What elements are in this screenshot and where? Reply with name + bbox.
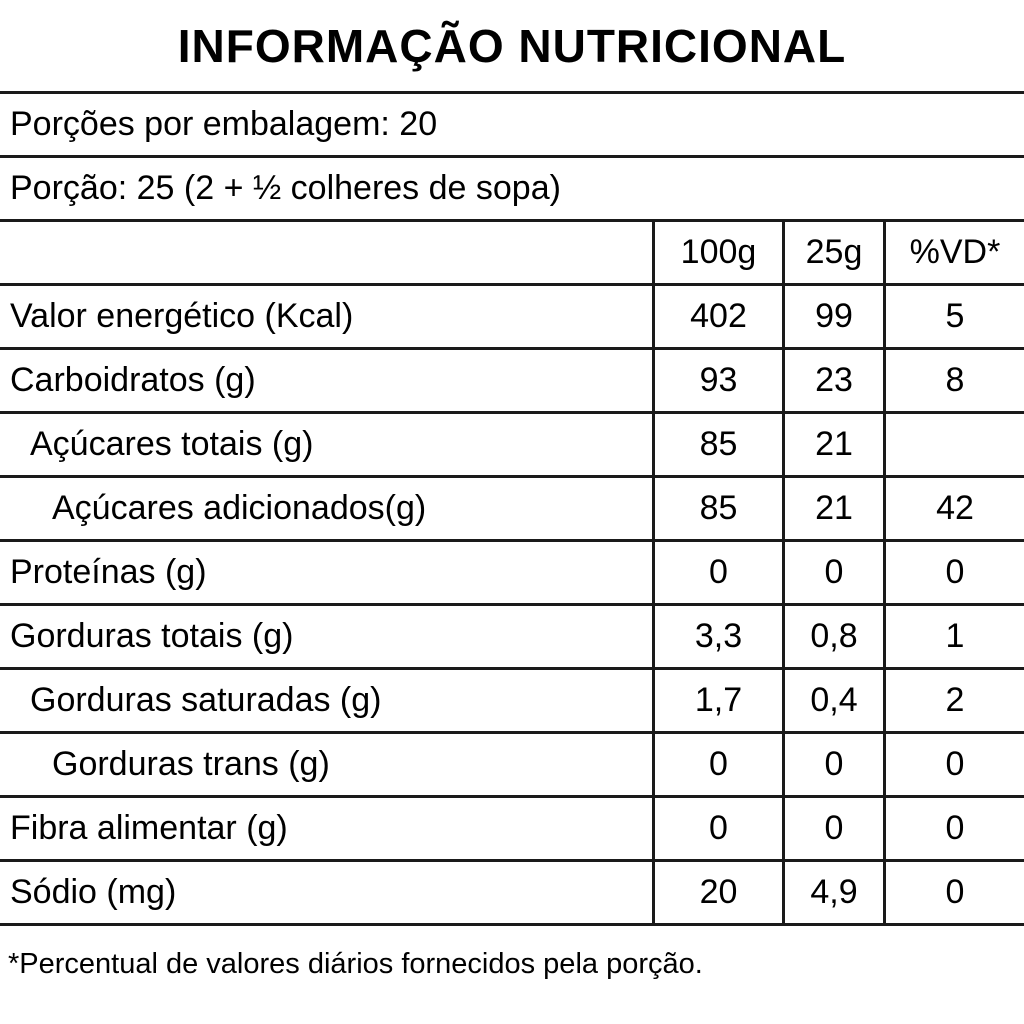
value-25g: 21 [782, 414, 883, 475]
table-row-proteinas: Proteínas (g) 0 0 0 [0, 542, 1024, 606]
value-25g: 0,4 [782, 670, 883, 731]
value-100g: 85 [652, 414, 782, 475]
table-row-energia: Valor energético (Kcal) 402 99 5 [0, 286, 1024, 350]
nutrient-label: Gorduras saturadas (g) [30, 681, 382, 719]
nutrient-label: Carboidratos (g) [10, 361, 256, 399]
table-row-carboidratos: Carboidratos (g) 93 23 8 [0, 350, 1024, 414]
nutrient-label: Açúcares totais (g) [30, 425, 314, 463]
title-band: INFORMAÇÃO NUTRICIONAL [0, 0, 1024, 94]
value-vd: 0 [883, 542, 1024, 603]
value-25g: 21 [782, 478, 883, 539]
value-vd: 2 [883, 670, 1024, 731]
value-vd: 0 [883, 798, 1024, 859]
value-vd: 5 [883, 286, 1024, 347]
value-100g: 0 [652, 734, 782, 795]
nutrient-label: Fibra alimentar (g) [10, 809, 288, 847]
nutrition-table: 100g 25g %VD* Valor energético (Kcal) 40… [0, 222, 1024, 926]
value-100g: 0 [652, 542, 782, 603]
value-25g: 0 [782, 542, 883, 603]
serving-size-row: Porção: 25 (2 + ½ colheres de sopa) [0, 158, 1024, 222]
table-row-acucares-totais: Açúcares totais (g) 85 21 [0, 414, 1024, 478]
value-vd: 1 [883, 606, 1024, 667]
nutrient-label: Gorduras trans (g) [52, 745, 330, 783]
value-25g: 0,8 [782, 606, 883, 667]
value-25g: 99 [782, 286, 883, 347]
value-100g: 1,7 [652, 670, 782, 731]
table-row-gorduras-trans: Gorduras trans (g) 0 0 0 [0, 734, 1024, 798]
table-row-acucares-adicionados: Açúcares adicionados(g) 85 21 42 [0, 478, 1024, 542]
page-title: INFORMAÇÃO NUTRICIONAL [177, 19, 847, 72]
nutrient-label: Gorduras totais (g) [10, 617, 294, 655]
serving-size-text: Porção: 25 (2 + ½ colheres de sopa) [10, 169, 561, 207]
value-100g: 20 [652, 862, 782, 923]
table-row-gorduras-totais: Gorduras totais (g) 3,3 0,8 1 [0, 606, 1024, 670]
value-25g: 0 [782, 734, 883, 795]
value-vd [883, 414, 1024, 475]
value-100g: 0 [652, 798, 782, 859]
value-25g: 23 [782, 350, 883, 411]
table-row-fibra: Fibra alimentar (g) 0 0 0 [0, 798, 1024, 862]
value-25g: 4,9 [782, 862, 883, 923]
value-vd: 42 [883, 478, 1024, 539]
table-row-gorduras-saturadas: Gorduras saturadas (g) 1,7 0,4 2 [0, 670, 1024, 734]
nutrient-label: Sódio (mg) [10, 873, 177, 911]
value-100g: 85 [652, 478, 782, 539]
header-25g: 25g [782, 222, 883, 283]
value-100g: 93 [652, 350, 782, 411]
table-header-row: 100g 25g %VD* [0, 222, 1024, 286]
nutrient-label: Proteínas (g) [10, 553, 207, 591]
header-100g: 100g [652, 222, 782, 283]
servings-per-package-text: Porções por embalagem: 20 [10, 105, 438, 143]
value-vd: 0 [883, 862, 1024, 923]
value-25g: 0 [782, 798, 883, 859]
header-vd: %VD* [883, 222, 1024, 283]
header-nutrient-empty [0, 222, 652, 283]
servings-per-package-row: Porções por embalagem: 20 [0, 94, 1024, 158]
nutrient-label: Valor energético (Kcal) [10, 297, 354, 335]
value-100g: 402 [652, 286, 782, 347]
nutrient-label: Açúcares adicionados(g) [52, 489, 427, 527]
value-vd: 0 [883, 734, 1024, 795]
footnote: *Percentual de valores diários fornecido… [8, 948, 703, 980]
table-row-sodio: Sódio (mg) 20 4,9 0 [0, 862, 1024, 926]
value-100g: 3,3 [652, 606, 782, 667]
value-vd: 8 [883, 350, 1024, 411]
